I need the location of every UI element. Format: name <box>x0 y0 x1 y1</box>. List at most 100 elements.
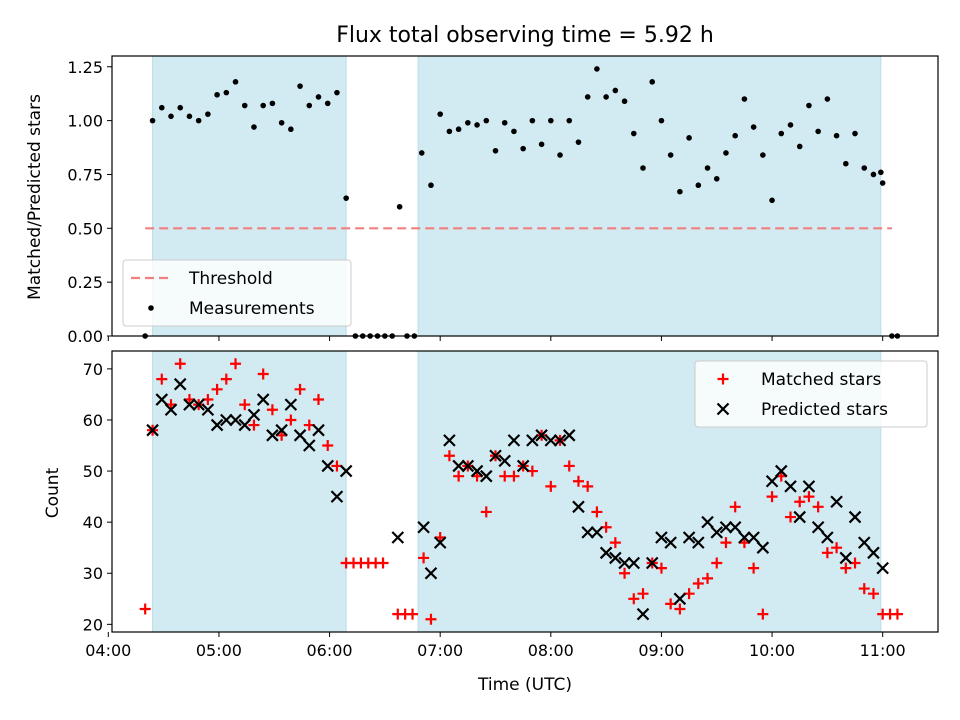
top-point-1-30 <box>396 203 403 210</box>
bottom-point-1-31 <box>407 608 419 620</box>
bottom-point-2-13 <box>256 393 270 406</box>
bottom-point-2-53 <box>682 531 696 544</box>
top-point-1-21 <box>324 100 331 107</box>
bottom-point-1-20 <box>313 394 324 406</box>
bottom-point-1-78 <box>840 562 852 574</box>
bottom-point-1-35 <box>443 450 455 462</box>
top-point-1-83 <box>878 169 884 176</box>
top-point-1-67 <box>732 132 738 139</box>
bottom-point-1-17 <box>285 414 297 426</box>
bottom-point-2-5 <box>183 398 196 411</box>
bottom-point-1-28 <box>377 557 389 569</box>
bottom-point-1-68 <box>748 562 760 574</box>
top-point-1-42 <box>501 119 508 126</box>
top-point-1-13 <box>251 124 257 130</box>
bottom-point-2-18 <box>303 439 316 452</box>
bottom-point-2-39 <box>553 434 567 447</box>
bottom-point-1-21 <box>322 440 334 452</box>
bottom-point-1-53 <box>609 537 621 549</box>
top-point-1-53 <box>603 94 609 100</box>
bottom-legend-box <box>694 360 928 428</box>
top-point-1-63 <box>695 182 702 189</box>
top-point-1-10 <box>223 89 230 96</box>
bottom-point-2-32 <box>489 449 502 463</box>
bottom-y-tick-label-6: 70 <box>83 360 103 379</box>
top-legend-label-2: Measurements <box>189 299 315 319</box>
top-point-1-84 <box>879 180 886 186</box>
top-axes-frame <box>111 55 939 337</box>
top-point-1-69 <box>750 124 757 130</box>
bottom-point-1-36 <box>453 470 465 482</box>
bottom-point-1-75 <box>812 501 824 513</box>
top-point-1-73 <box>787 122 794 128</box>
bottom-point-2-64 <box>784 480 797 493</box>
x-tick-label-1: 04:00 <box>85 641 131 660</box>
top-series-1 <box>142 66 901 339</box>
top-point-1-43 <box>511 128 517 135</box>
top-point-1-5 <box>177 104 184 111</box>
top-point-1-79 <box>843 160 849 167</box>
bottom-point-1-42 <box>508 470 520 482</box>
top-point-1-44 <box>520 145 526 152</box>
bottom-point-2-47 <box>627 556 641 570</box>
bottom-point-1-56 <box>637 588 649 600</box>
bottom-point-2-46 <box>618 556 631 570</box>
top-point-1-62 <box>686 135 692 141</box>
top-point-1-82 <box>870 171 877 178</box>
top-point-1-20 <box>315 94 322 100</box>
bottom-series-2 <box>146 377 889 621</box>
bottom-point-1-48 <box>563 460 575 472</box>
bottom-point-2-61 <box>756 541 770 554</box>
bottom-point-2-57 <box>719 520 733 534</box>
top-point-1-61 <box>677 188 683 195</box>
bottom-point-2-63 <box>775 464 788 478</box>
bottom-point-1-13 <box>248 419 260 431</box>
bottom-point-2-70 <box>839 551 853 565</box>
bottom-point-1-60 <box>674 603 686 615</box>
top-point-1-59 <box>658 117 665 124</box>
bottom-point-1-76 <box>821 547 833 559</box>
bottom-point-2-48 <box>636 607 650 621</box>
bottom-point-2-30 <box>470 464 484 478</box>
top-point-1-16 <box>278 119 285 126</box>
top-point-1-58 <box>649 79 656 85</box>
top-y-tick-label-3: 0.50 <box>67 219 103 238</box>
bottom-point-2-42 <box>581 526 594 539</box>
bottom-point-2-62 <box>765 475 779 488</box>
bottom-point-1-64 <box>711 557 723 569</box>
bottom-point-1-14 <box>257 368 269 380</box>
top-y-tick-label-6: 1.25 <box>67 58 103 77</box>
bottom-point-2-2 <box>155 393 169 406</box>
bottom-point-1-54 <box>619 567 631 579</box>
bottom-point-1-11 <box>230 358 242 370</box>
top-point-1-57 <box>640 165 646 171</box>
top-point-1-80 <box>852 130 858 137</box>
top-y-tick-label-5: 1.00 <box>67 112 103 131</box>
top-point-1-35 <box>437 111 443 117</box>
top-point-1-65 <box>713 175 720 182</box>
bottom-point-2-9 <box>220 413 233 427</box>
bottom-point-2-71 <box>848 510 862 524</box>
top-observing-band-2 <box>417 55 882 337</box>
top-legend-label-1: Threshold <box>188 269 273 289</box>
bottom-point-1-63 <box>702 572 714 584</box>
top-point-1-22 <box>334 89 340 96</box>
bottom-point-2-54 <box>692 536 705 549</box>
bottom-point-2-43 <box>590 526 604 539</box>
top-point-1-77 <box>824 96 831 102</box>
bottom-point-1-69 <box>757 608 769 620</box>
bottom-y-axis-label: Count <box>43 467 63 518</box>
x-tick-label-7: 10:00 <box>749 641 795 660</box>
top-point-1-33 <box>418 150 425 156</box>
count-panel: 20 30 40 50 60 70 04:00 05:00 06:00 07:00 08:00 09:… <box>83 350 939 660</box>
top-point-1-48 <box>557 152 563 158</box>
top-point-1-47 <box>548 117 554 124</box>
bottom-point-1-32 <box>418 552 430 564</box>
bottom-point-2-74 <box>876 561 889 575</box>
x-tick-label-2: 05:00 <box>196 641 242 660</box>
bottom-point-1-49 <box>572 475 584 487</box>
bottom-point-1-84 <box>891 608 903 620</box>
top-point-1-76 <box>815 128 821 135</box>
top-point-1-49 <box>566 117 573 124</box>
